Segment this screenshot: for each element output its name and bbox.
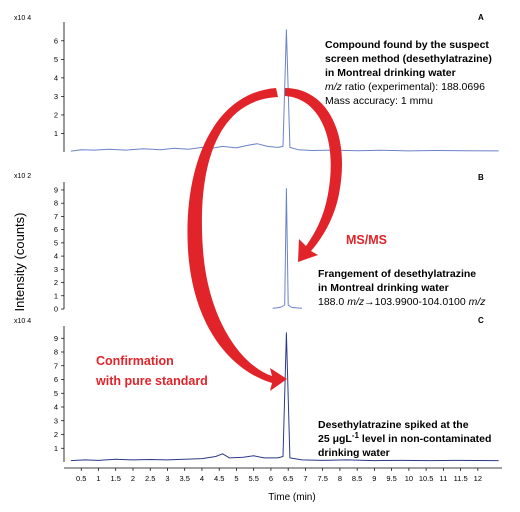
panel-c-y-tick-label: 9 [54,334,58,343]
panel-b-y-tick-label: 7 [54,212,58,221]
x-tick-label: 8 [338,474,342,483]
panel-b-y-tick-label: 3 [54,265,58,274]
x-tick-label: 1.5 [111,474,121,483]
x-tick-label: 11.5 [454,474,468,483]
panel-b-annotation-line2: in Montreal drinking water [318,282,449,294]
panel-a-annotation: Compound found by the suspect screen met… [325,39,492,107]
panel-c-exponent-label: x10 4 [14,318,31,325]
x-tick-label: 3.5 [179,474,189,483]
panel-a: x10 4 A 1 2 3 4 5 6 [14,13,499,152]
x-tick-label: 8.5 [352,474,362,483]
panel-c-y-tick-label: 1 [54,444,58,453]
panel-a-annotation-line5: Mass accuracy: 1 mmu [325,95,433,107]
panel-b-y-tick-label: 1 [54,291,58,300]
panel-c: x10 4 C 1 2 3 4 5 6 7 8 9 [14,316,499,462]
panel-a-letter: A [478,13,484,22]
msms-arrow [285,88,343,262]
x-tick-label: 6.5 [283,474,293,483]
x-tick-label: 10 [405,474,413,483]
x-tick-label: 6 [269,474,273,483]
panel-a-y-tick-label: 4 [54,73,58,82]
panel-b-exponent-label: x10 2 [14,173,31,180]
panels: x10 4 A 1 2 3 4 5 6 x10 2 B 0 1 2 3 4 5 6 7 8 9 x10 4 C 1 2 3 4 5 6… [14,13,499,462]
x-tick-label: 0.5 [76,474,86,483]
panel-b-annotation: Frangement of desethylatrazine in Montre… [318,268,486,308]
panel-c-annotation-line3: drinking water [318,447,390,459]
x-tick-label: 5 [234,474,238,483]
panel-a-annotation-line1: Compound found by the suspect [325,39,489,51]
panel-b-y-tick-label: 4 [54,252,58,261]
arrows [187,88,343,391]
panel-a-exponent-label: x10 4 [14,15,31,22]
panel-b-annotation-line3: 188.0 m/z→103.9900-104.0100 m/z [318,296,486,308]
panel-b-y-tick-label: 9 [54,185,58,194]
x-tick-label: 2 [131,474,135,483]
panel-b-y-tick-label: 0 [54,305,58,314]
panel-b-y-tick-label: 8 [54,199,58,208]
panel-b-letter: B [478,173,484,182]
panel-a-annotation-line4: m/z ratio (experimental): 188.0696 [325,81,485,93]
y-axis-label: Intensity (counts) [12,213,27,312]
x-tick-label: 7.5 [317,474,327,483]
panel-b: x10 2 B 0 1 2 3 4 5 6 7 8 9 [14,173,484,314]
panel-b-y-tick-label: 5 [54,238,58,247]
panel-b-annotation-line1: Frangement of desethylatrazine [318,268,476,280]
x-tick-label: 5.5 [248,474,258,483]
panel-c-y-tick-label: 3 [54,416,58,425]
x-tick-label: 2.5 [145,474,155,483]
msms-label: MS/MS [346,233,387,247]
panel-a-y-tick-label: 6 [54,36,58,45]
panel-c-y-tick-label: 5 [54,389,58,398]
confirmation-arrow [187,88,287,391]
x-axis-ticks: 0.5 1 1.5 2 2.5 3 3.5 4 4.5 5 5.5 6 6.5 7 7.5 8 8.5 9 9.5 1… [64,467,502,483]
x-tick-label: 7 [303,474,307,483]
panel-c-annotation-line1: Desethylatrazine spiked at the [318,419,469,431]
panel-b-y-tick-label: 6 [54,225,58,234]
panel-c-trace [70,332,499,462]
panel-b-trace [272,188,303,309]
x-tick-label: 11 [439,474,447,483]
panel-a-y-tick-label: 3 [54,92,58,101]
x-tick-label: 9 [372,474,376,483]
panel-c-y-tick-label: 8 [54,348,58,357]
panel-b-y-tick-label: 2 [54,278,58,287]
panel-a-annotation-line2: screen method (desethylatrazine) [325,53,492,65]
confirmation-label-line1: Confirmation [96,354,174,368]
panel-a-y-tick-label: 1 [54,129,58,138]
panel-c-y-tick-label: 6 [54,375,58,384]
x-tick-label: 3 [165,474,169,483]
panel-c-letter: C [478,316,484,325]
panel-a-annotation-line3: in Montreal drinking water [325,67,456,79]
x-tick-label: 4.5 [214,474,224,483]
panel-c-y-tick-label: 7 [54,361,58,370]
x-tick-label: 4 [200,474,204,483]
confirmation-label-line2: with pure standard [95,374,208,388]
panel-a-y-tick-label: 5 [54,55,58,64]
x-tick-label: 12 [474,474,482,483]
x-axis-label: Time (min) [268,492,315,503]
panel-c-y-tick-label: 4 [54,403,58,412]
panel-a-y-tick-label: 2 [54,110,58,119]
panel-c-annotation: Desethylatrazine spiked at the 25 μgL-1 … [318,419,491,459]
panel-c-y-tick-label: 2 [54,430,58,439]
panel-c-annotation-line2: 25 μgL-1 level in non-contaminated [318,431,491,446]
x-tick-label: 1 [96,474,100,483]
x-tick-label: 10.5 [419,474,434,483]
panel-a-trace [70,29,499,152]
x-tick-label: 9.5 [386,474,396,483]
